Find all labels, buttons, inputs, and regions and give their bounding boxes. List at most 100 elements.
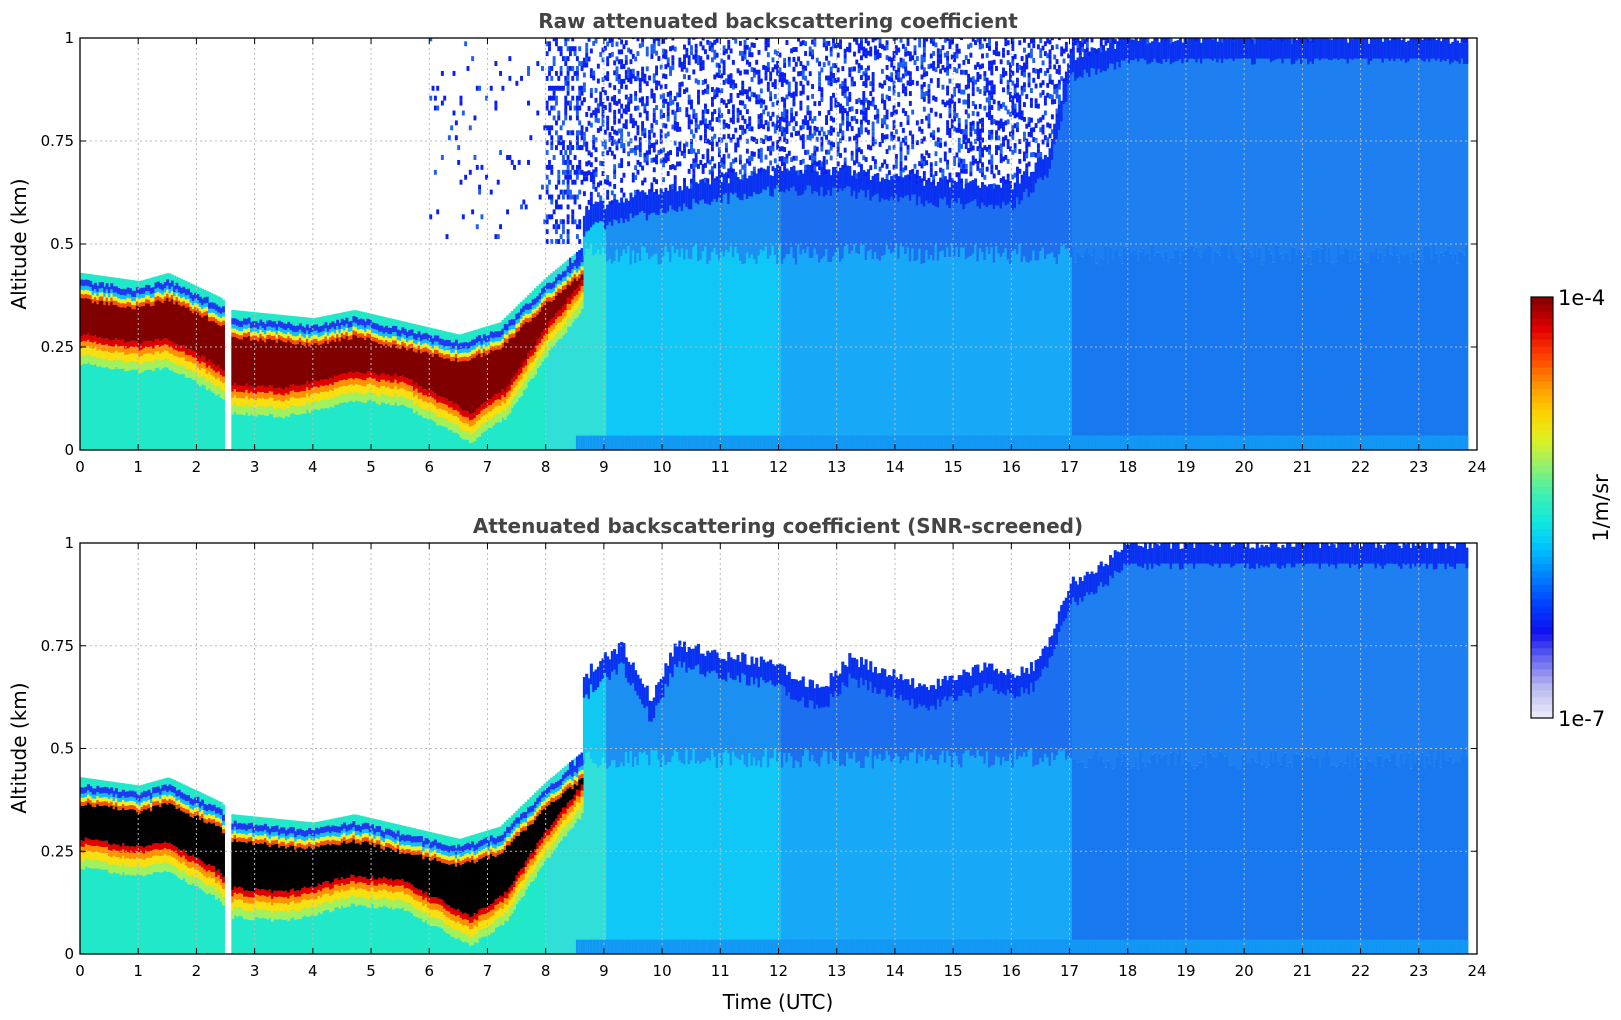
colorbar-step — [1531, 598, 1553, 607]
colorbar-step — [1531, 689, 1553, 698]
colorbar-step — [1531, 619, 1553, 628]
colorbar-step — [1531, 710, 1553, 719]
colorbar-step — [1531, 325, 1553, 333]
colorbar-step — [1531, 465, 1553, 473]
y-axis-screened: 0 0.25 0.5 0.75 1 — [41, 534, 1477, 963]
x-tick-label: 9 — [599, 962, 609, 980]
colorbar-step — [1531, 458, 1553, 466]
colorbar-step — [1531, 311, 1553, 319]
colorbar-step — [1531, 591, 1553, 600]
colorbar-step — [1531, 486, 1553, 494]
x-tick-label: 13 — [827, 962, 846, 980]
colorbar-step — [1531, 696, 1553, 705]
colorbar-step — [1531, 584, 1553, 593]
colorbar-step — [1531, 451, 1553, 459]
colorbar-step — [1531, 535, 1553, 544]
colorbar-step — [1531, 339, 1553, 347]
x-tick-label: 10 — [653, 962, 672, 980]
x-tick-label: 15 — [944, 458, 963, 476]
panel-title-screened: Attenuated backscattering coefficient (S… — [473, 514, 1083, 538]
colorbar-step — [1531, 507, 1553, 516]
x-tick-label: 5 — [366, 962, 376, 980]
x-tick-label: 19 — [1176, 458, 1195, 476]
x-tick-label: 3 — [250, 458, 260, 476]
x-tick-label: 6 — [424, 458, 434, 476]
panel-raw: Raw attenuated backscattering coefficien… — [7, 9, 1487, 476]
x-tick-label: 1 — [133, 458, 143, 476]
colorbar-step — [1531, 360, 1553, 368]
y-tick-label: 0.75 — [41, 132, 74, 150]
x-tick-label: 0 — [75, 458, 85, 476]
y-axis-label-raw: Altitude (km) — [7, 178, 31, 309]
colorbar-step — [1531, 304, 1553, 312]
x-tick-label: 5 — [366, 458, 376, 476]
x-tick-label: 16 — [1002, 962, 1021, 980]
colorbar-step — [1531, 605, 1553, 614]
colorbar-step — [1531, 297, 1553, 305]
x-tick-label: 12 — [769, 962, 788, 980]
colorbar-step — [1531, 437, 1553, 445]
colorbar-step — [1531, 703, 1553, 712]
x-tick-label: 6 — [424, 962, 434, 980]
x-tick-label: 19 — [1176, 962, 1195, 980]
x-tick-label: 10 — [653, 458, 672, 476]
colorbar-step — [1531, 430, 1553, 438]
colorbar-step — [1531, 654, 1553, 663]
x-axis-screened: 0 1 2 3 4 5 6 7 8 9 10 11 12 13 14 15 16 17 18 19 20 21 22 23 24 — [75, 543, 1487, 980]
colorbar-scale — [1531, 297, 1553, 719]
y-tick-label: 1 — [64, 29, 74, 47]
x-tick-label: 20 — [1235, 458, 1254, 476]
grid-screened — [80, 543, 1477, 954]
x-tick-label: 11 — [711, 962, 730, 980]
colorbar-step — [1531, 549, 1553, 558]
x-tick-label: 21 — [1293, 962, 1312, 980]
x-tick-label: 17 — [1060, 458, 1079, 476]
x-tick-label: 15 — [944, 962, 963, 980]
y-tick-label: 0.25 — [41, 842, 74, 860]
y-tick-label: 1 — [64, 534, 74, 552]
colorbar-min-label: 1e-7 — [1558, 707, 1605, 731]
panel-screened: Attenuated backscattering coefficient (S… — [7, 514, 1487, 1014]
x-axis-raw: 0 1 2 3 4 5 6 7 8 9 10 11 12 13 14 15 16 17 18 19 20 21 22 23 24 — [75, 38, 1487, 476]
colorbar-step — [1531, 472, 1553, 480]
x-tick-label: 11 — [711, 458, 730, 476]
colorbar-step — [1531, 563, 1553, 572]
colorbar-step — [1531, 640, 1553, 649]
colorbar-step — [1531, 661, 1553, 670]
x-tick-label: 9 — [599, 458, 609, 476]
colorbar-unit-label: 1/m/sr — [1589, 474, 1613, 542]
x-tick-label: 3 — [250, 962, 260, 980]
colorbar-step — [1531, 332, 1553, 340]
colorbar-step — [1531, 626, 1553, 635]
colorbar-step — [1531, 409, 1553, 417]
x-tick-label: 20 — [1235, 962, 1254, 980]
colorbar-step — [1531, 668, 1553, 677]
x-tick-label: 16 — [1002, 458, 1021, 476]
y-tick-label: 0.5 — [50, 235, 74, 253]
colorbar-step — [1531, 381, 1553, 389]
x-tick-label: 24 — [1467, 458, 1486, 476]
heatmap-screened — [80, 543, 1469, 954]
colorbar-step — [1531, 402, 1553, 410]
x-tick-label: 4 — [308, 458, 318, 476]
heatmap-raw — [80, 38, 1469, 450]
colorbar-step — [1531, 395, 1553, 403]
colorbar-step — [1531, 675, 1553, 684]
colorbar-step — [1531, 528, 1553, 537]
colorbar-step — [1531, 479, 1553, 487]
x-tick-label: 13 — [827, 458, 846, 476]
x-axis-label: Time (UTC) — [722, 990, 834, 1014]
colorbar-step — [1531, 570, 1553, 579]
colorbar-step — [1531, 577, 1553, 586]
colorbar-step — [1531, 367, 1553, 375]
colorbar-step — [1531, 500, 1553, 508]
colorbar-step — [1531, 318, 1553, 326]
y-tick-label: 0.25 — [41, 338, 74, 356]
x-tick-label: 23 — [1409, 458, 1428, 476]
y-axis-label-screened: Altitude (km) — [7, 682, 31, 813]
colorbar-step — [1531, 521, 1553, 530]
x-tick-label: 4 — [308, 962, 318, 980]
x-tick-label: 18 — [1118, 962, 1137, 980]
x-tick-label: 8 — [541, 458, 551, 476]
